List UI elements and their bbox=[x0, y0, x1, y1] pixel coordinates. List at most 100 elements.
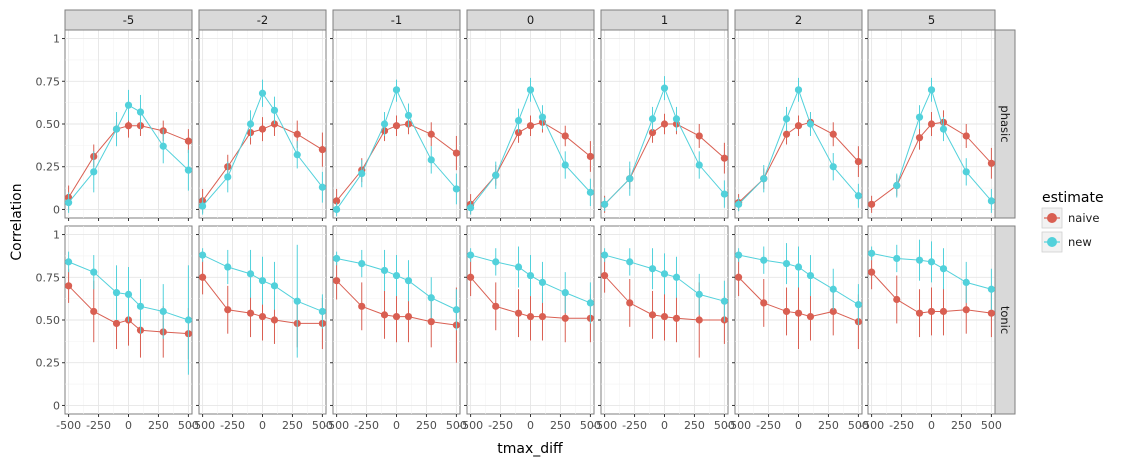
x-tick-label: 250 bbox=[684, 419, 705, 432]
data-point bbox=[939, 125, 948, 133]
data-point bbox=[270, 106, 279, 114]
series-new-phasic--2 bbox=[198, 79, 327, 215]
x-tick-label: 500 bbox=[981, 419, 1002, 432]
data-point bbox=[962, 306, 970, 314]
legend-title: estimate bbox=[1042, 190, 1104, 206]
data-point bbox=[867, 249, 876, 257]
data-point bbox=[939, 307, 948, 316]
data-point bbox=[915, 113, 924, 121]
data-point bbox=[695, 132, 703, 140]
y-tick-label: 0 bbox=[53, 399, 60, 412]
series-naive-tonic-1 bbox=[600, 258, 729, 358]
data-point bbox=[246, 270, 255, 278]
data-point bbox=[782, 260, 791, 268]
data-point bbox=[124, 101, 133, 109]
x-tick-label: 250 bbox=[282, 419, 303, 432]
data-point bbox=[358, 260, 366, 268]
data-point bbox=[927, 120, 936, 128]
y-tick-label: 0.25 bbox=[36, 357, 61, 370]
facet-strip-col bbox=[332, 9, 461, 31]
data-point bbox=[293, 130, 301, 138]
x-tick-label: 0 bbox=[928, 419, 935, 432]
data-point bbox=[962, 278, 970, 286]
data-point bbox=[526, 122, 535, 130]
data-point bbox=[492, 258, 500, 266]
y-tick-label: 0.50 bbox=[36, 314, 61, 327]
y-tick-label: 1 bbox=[53, 33, 60, 46]
data-point bbox=[466, 204, 475, 212]
facet-row-label: tonic bbox=[998, 306, 1012, 334]
y-tick-label: 0.50 bbox=[36, 118, 61, 131]
data-point bbox=[648, 128, 657, 137]
facet-strip-row bbox=[994, 29, 1016, 219]
series-line bbox=[896, 88, 992, 202]
x-tick-label: 250 bbox=[550, 419, 571, 432]
x-tick-label: 500 bbox=[178, 419, 199, 432]
x-tick-label: -500 bbox=[859, 419, 884, 432]
facet-col-label: 1 bbox=[661, 13, 668, 27]
data-point bbox=[124, 122, 133, 130]
data-point bbox=[358, 302, 366, 310]
data-point bbox=[198, 273, 207, 281]
data-point bbox=[915, 134, 924, 142]
legend: estimate naive new bbox=[1041, 190, 1104, 253]
data-point bbox=[648, 311, 657, 319]
legend-key-point bbox=[1047, 213, 1057, 223]
data-point bbox=[380, 120, 389, 128]
data-point bbox=[648, 265, 657, 273]
data-point bbox=[404, 312, 413, 321]
data-point bbox=[246, 120, 255, 128]
x-tick-label: 0 bbox=[661, 419, 668, 432]
facet-strip-col bbox=[867, 9, 996, 31]
x-tick-label: -500 bbox=[726, 419, 751, 432]
data-point bbox=[392, 122, 401, 130]
data-point bbox=[782, 307, 791, 316]
data-point bbox=[760, 175, 768, 183]
facet-col-label: -2 bbox=[257, 13, 268, 27]
data-point bbox=[987, 309, 996, 317]
data-point bbox=[159, 142, 167, 150]
panel-tonic--1 bbox=[330, 225, 461, 417]
x-tick-label: -250 bbox=[220, 419, 245, 432]
data-point bbox=[538, 278, 547, 286]
data-point bbox=[318, 146, 327, 154]
series-new-tonic-5 bbox=[867, 239, 996, 310]
legend-label-new: new bbox=[1068, 235, 1092, 249]
data-point bbox=[561, 314, 569, 322]
data-point bbox=[514, 309, 523, 317]
data-point bbox=[660, 120, 669, 128]
data-point bbox=[318, 307, 327, 316]
x-tick-label: 250 bbox=[818, 419, 839, 432]
x-tick-label: 500 bbox=[312, 419, 333, 432]
series-new-tonic--2 bbox=[198, 244, 327, 358]
data-point bbox=[734, 273, 743, 281]
data-point bbox=[854, 158, 863, 166]
data-point bbox=[224, 173, 232, 181]
data-point bbox=[829, 163, 837, 171]
legend-key-point bbox=[1047, 237, 1057, 247]
x-tick-label: -500 bbox=[592, 419, 617, 432]
x-tick-label: -250 bbox=[354, 419, 379, 432]
series-new-phasic-5 bbox=[893, 77, 996, 213]
panel-tonic-2 bbox=[732, 225, 863, 417]
x-tick-label: -500 bbox=[458, 419, 483, 432]
facet-col-label: 0 bbox=[527, 13, 534, 27]
data-point bbox=[90, 307, 98, 316]
data-point bbox=[927, 86, 936, 94]
data-point bbox=[600, 271, 609, 280]
facet-col-label: -5 bbox=[123, 13, 134, 27]
data-point bbox=[258, 89, 267, 97]
facet-col-label: -1 bbox=[391, 13, 402, 27]
data-point bbox=[893, 254, 901, 263]
x-tick-label: -250 bbox=[86, 419, 111, 432]
data-point bbox=[514, 263, 523, 271]
data-point bbox=[452, 306, 461, 314]
panel-tonic-0 bbox=[464, 225, 595, 417]
panel-tonic-1 bbox=[598, 225, 729, 417]
data-point bbox=[452, 149, 461, 157]
data-point bbox=[427, 294, 435, 302]
data-point bbox=[695, 290, 703, 298]
facet-col-label: 5 bbox=[928, 13, 935, 27]
x-tick-label: -250 bbox=[622, 419, 647, 432]
